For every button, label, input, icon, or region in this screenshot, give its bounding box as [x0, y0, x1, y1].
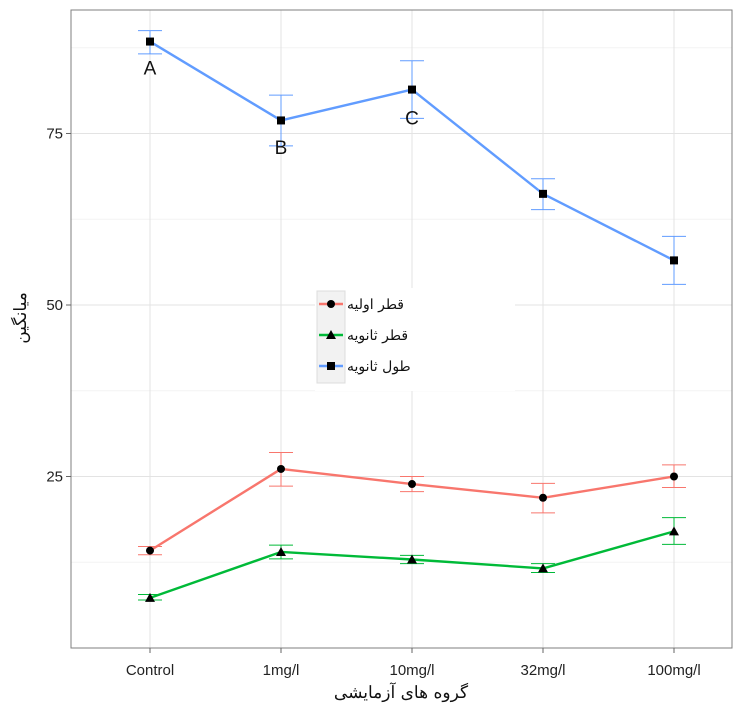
legend-swatch-marker: [327, 300, 335, 308]
y-tick-label: 75: [46, 125, 63, 142]
y-tick-label: 25: [46, 468, 63, 485]
legend-background: [315, 288, 515, 391]
series-group: [138, 30, 686, 602]
data-point: [277, 116, 285, 125]
data-point: [669, 526, 679, 536]
x-axis-title: گروه های آزمایشی: [334, 681, 469, 703]
data-point: [408, 480, 416, 489]
data-point: [670, 256, 678, 265]
y-axis-title: میانگین: [10, 292, 31, 344]
x-tick-label: 10mg/l: [389, 662, 434, 679]
legend: قطر اولیه قطر ثانویه طول ثانویه: [315, 288, 515, 391]
data-point: [539, 493, 547, 502]
annotation-label: B: [275, 138, 288, 159]
annotation-label: C: [405, 109, 419, 130]
data-point: [670, 472, 678, 481]
x-tick-label: 32mg/l: [520, 662, 565, 679]
data-point: [407, 554, 417, 564]
x-tick-label: Control: [126, 662, 174, 679]
series-3: [138, 30, 686, 285]
y-tick-label: 50: [46, 297, 63, 314]
series-1: [138, 451, 686, 556]
legend-swatch-marker: [326, 330, 336, 339]
data-point: [538, 563, 548, 573]
data-point: [276, 546, 286, 556]
y-axis: 25 50 75: [46, 125, 71, 485]
data-point: [145, 592, 155, 602]
data-point: [277, 464, 285, 473]
legend-label: قطر ثانویه: [347, 328, 408, 344]
data-point: [408, 85, 416, 94]
x-axis: Control 1mg/l 10mg/l 32mg/l 100mg/l: [126, 648, 701, 679]
annotations: A B C: [144, 59, 419, 160]
plot-border: [70, 9, 733, 649]
x-tick-label: 100mg/l: [647, 662, 700, 679]
data-point: [539, 189, 547, 198]
legend-swatch-marker: [327, 362, 335, 370]
data-point: [146, 546, 154, 555]
annotation-label: A: [144, 59, 157, 80]
data-point: [146, 37, 154, 46]
legend-label: طول ثانویه: [347, 359, 411, 375]
series-2: [138, 517, 686, 602]
x-tick-label: 1mg/l: [263, 662, 300, 679]
legend-label: قطر اولیه: [347, 297, 404, 313]
